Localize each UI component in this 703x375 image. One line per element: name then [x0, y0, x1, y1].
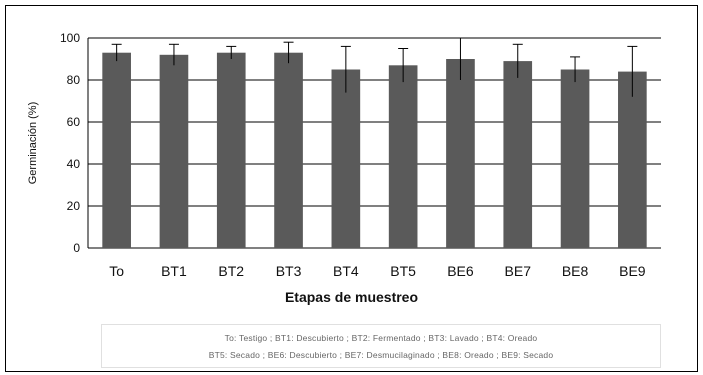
bar: [446, 59, 475, 248]
bars: [102, 52, 647, 249]
x-tick-labels: To BT1 BT2 BT3 BT4 BT5 BE6 BE7 BE8 BE9: [109, 263, 646, 279]
x-tick-label: BT5: [390, 263, 416, 279]
chart-frame: 0 20 40 60 80 100 To BT1 BT2 BT3 BT4 BT5 BE6 BE7 BE8 B…: [5, 5, 698, 372]
x-axis-label: Etapas de muestreo: [284, 289, 419, 305]
x-tick-label: BE8: [562, 263, 589, 279]
y-tick-label: 40: [67, 157, 81, 171]
x-tick-label: BT3: [276, 263, 302, 279]
bar: [560, 69, 590, 248]
y-tick-label: 0: [73, 241, 80, 255]
x-tick-label: BT1: [161, 263, 187, 279]
x-tick-label: BT4: [333, 263, 359, 279]
bar: [102, 52, 131, 249]
x-tick-label: BT2: [218, 263, 244, 279]
error-bars: [111, 37, 638, 97]
y-tick-label: 100: [60, 31, 80, 45]
bar-chart: 0 20 40 60 80 100 To BT1 BT2 BT3 BT4 BT5 BE6 BE7 BE8 B…: [27, 31, 661, 279]
bar: [216, 52, 246, 249]
x-tick-label: BE9: [619, 263, 646, 279]
bar: [331, 69, 361, 248]
bar: [159, 54, 189, 248]
bar: [388, 65, 418, 248]
y-axis-label: Germinación (%): [27, 102, 39, 185]
legend: To: Testigo ; BT1: Descubierto ; BT2: Fe…: [101, 324, 661, 368]
x-tick-label: BE7: [505, 263, 532, 279]
y-tick-label: 20: [67, 199, 81, 213]
bar: [503, 61, 533, 248]
bar: [274, 52, 303, 249]
y-tick-label: 80: [67, 73, 81, 87]
y-tick-labels: 0 20 40 60 80 100: [60, 31, 80, 255]
legend-line-2: BT5: Secado ; BE6: Descubierto ; BE7: De…: [208, 350, 554, 360]
x-tick-label: To: [109, 263, 124, 279]
y-tick-label: 60: [67, 115, 81, 129]
x-tick-label: BE6: [447, 263, 474, 279]
bar: [618, 71, 647, 248]
legend-line-1: To: Testigo ; BT1: Descubierto ; BT2: Fe…: [224, 333, 538, 343]
